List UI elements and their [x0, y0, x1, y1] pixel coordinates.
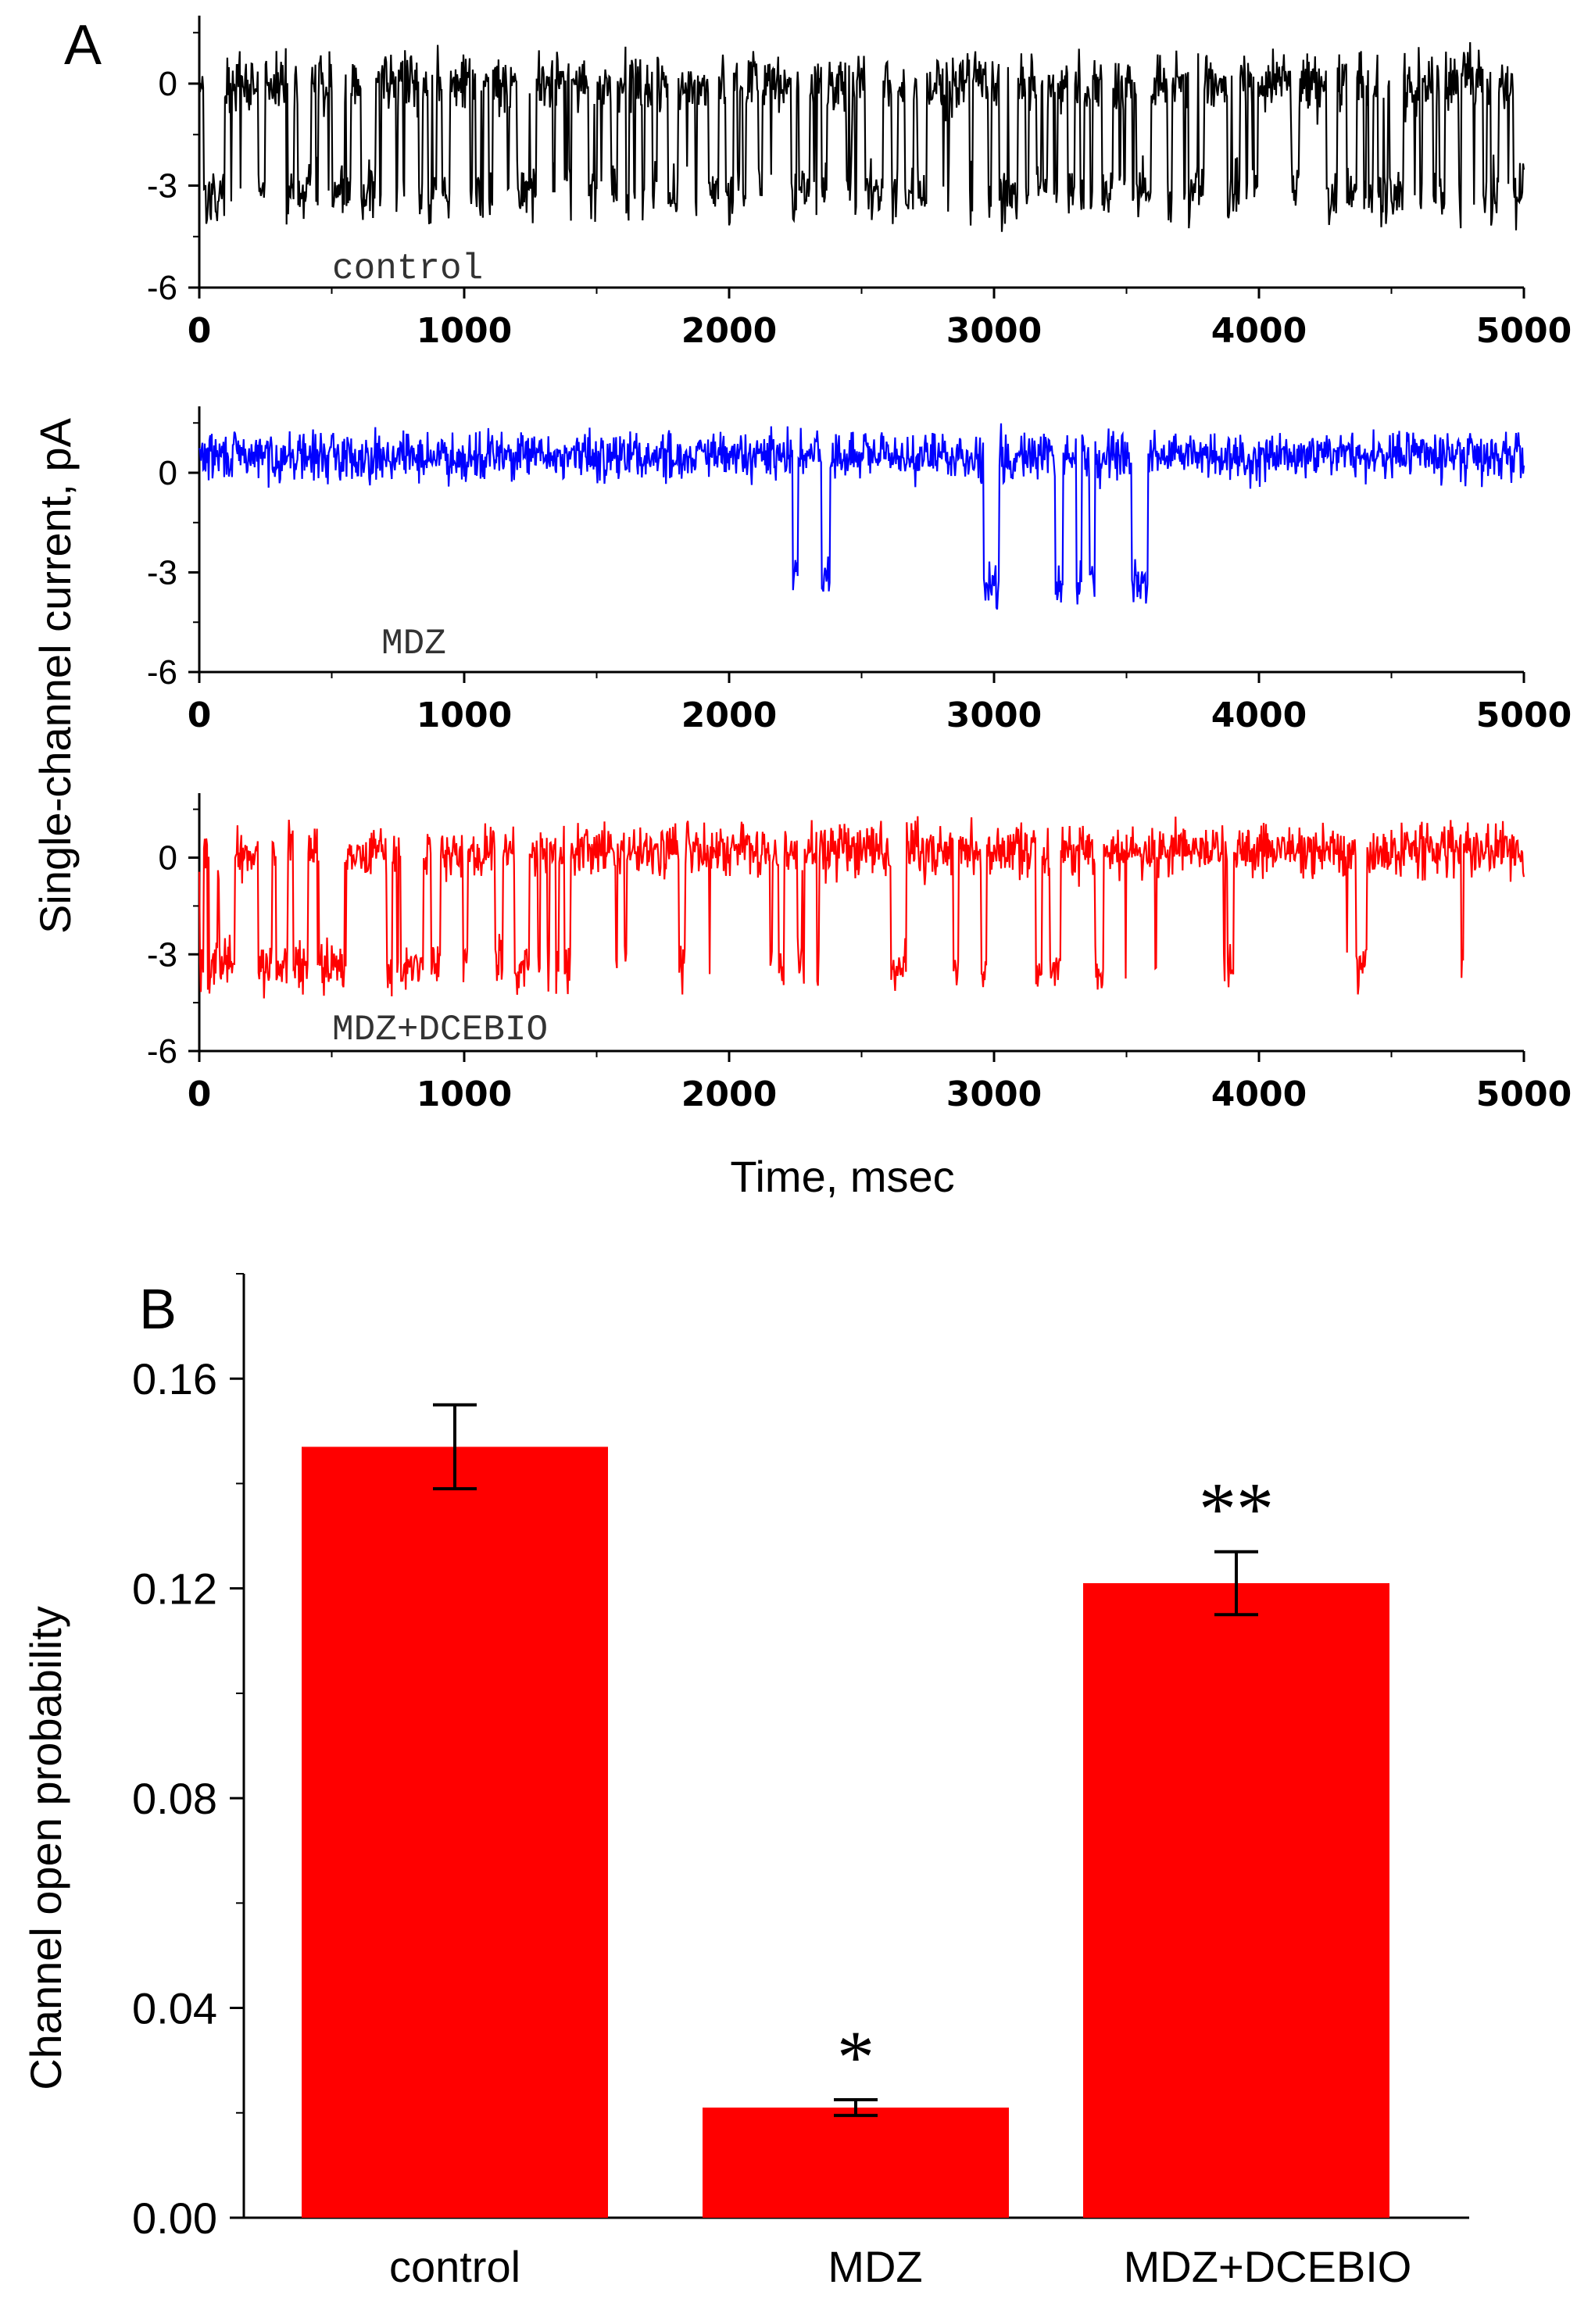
bar-y-tick-label: 0.00: [132, 2193, 217, 2243]
x-tick-label: 3000: [946, 1074, 1042, 1114]
significance-marker: **: [1199, 1468, 1274, 1551]
x-tick-label: 3000: [946, 695, 1042, 735]
x-tick-label: 4000: [1211, 1074, 1307, 1114]
trace-panel-mdz: 0 -3 -6 0 1000 2000 3000 4000 5000 MDZ: [147, 406, 1572, 735]
x-tick-label: 1000: [417, 1074, 512, 1114]
y-tick-label: 0: [159, 839, 177, 878]
bar-y-tick-label: 0.16: [132, 1354, 217, 1403]
y-tick-label: -6: [147, 653, 177, 692]
significance-marker: *: [837, 2015, 874, 2099]
panel-b-letter: B: [139, 1278, 177, 1341]
x-tick-label: 5000: [1476, 695, 1572, 735]
trace-label: MDZ+DCEBIO: [332, 1010, 548, 1050]
x-tick-label: 3000: [946, 311, 1042, 351]
bar-y-axis-title: Channel open probability: [21, 1606, 70, 2090]
x-tick-label: 0: [188, 695, 212, 735]
category-label-mdz: MDZ: [828, 2242, 922, 2291]
trace-x-axis-title: Time, msec: [730, 1152, 954, 1201]
trace-panel-control: 0 -3 -6 0 1000 2000 3000 4000 5000 control: [147, 16, 1572, 351]
bar-mdz-dcebio: [1083, 1582, 1389, 2218]
bar-panel: 0.00 0.04 0.08 0.12 0.16 control * MDZ ** MDZ+DCE…: [132, 1273, 1469, 2291]
bar-y-tick-label: 0.12: [132, 1564, 217, 1614]
trace-y-axis-title: Single-channel current, pA: [30, 417, 80, 934]
trace-label: control: [332, 248, 483, 289]
x-tick-label: 2000: [681, 695, 777, 735]
y-tick-label: 0: [159, 454, 177, 492]
y-tick-label: -6: [147, 1032, 177, 1071]
x-tick-label: 4000: [1211, 311, 1307, 351]
x-tick-label: 0: [188, 311, 212, 351]
bar-y-tick-label: 0.04: [132, 1984, 217, 2033]
trace-line-control: [198, 41, 1525, 232]
x-tick-label: 5000: [1476, 311, 1572, 351]
x-tick-label: 5000: [1476, 1074, 1572, 1114]
trace-label: MDZ: [381, 624, 446, 664]
y-tick-label: -3: [147, 554, 177, 592]
bar-y-tick-label: 0.08: [132, 1774, 217, 1823]
x-tick-label: 4000: [1211, 695, 1307, 735]
x-tick-label: 1000: [417, 311, 512, 351]
y-tick-label: 0: [159, 65, 177, 103]
x-tick-label: 2000: [681, 311, 777, 351]
trace-panels: 0 -3 -6 0 1000 2000 3000 4000 5000 control 0 -3 -6 0 1…: [147, 16, 1572, 1114]
bar-control: [302, 1446, 608, 2218]
y-tick-label: -6: [147, 269, 177, 307]
category-label-mdz-dcebio: MDZ+DCEBIO: [1124, 2242, 1412, 2291]
trace-line-mdz-dcebio: [198, 816, 1525, 999]
y-tick-label: -3: [147, 167, 177, 206]
panel-a-letter: A: [64, 14, 102, 77]
x-tick-label: 1000: [417, 695, 512, 735]
category-label-control: control: [389, 2242, 520, 2291]
trace-line-mdz: [198, 423, 1525, 610]
trace-panel-mdz-dcebio: 0 -3 -6 0 1000 2000 3000 4000 5000 MDZ+DCEBIO: [147, 793, 1572, 1114]
x-tick-label: 2000: [681, 1074, 777, 1114]
y-tick-label: -3: [147, 935, 177, 974]
x-tick-label: 0: [188, 1074, 212, 1114]
bar-mdz: [703, 2108, 1009, 2218]
